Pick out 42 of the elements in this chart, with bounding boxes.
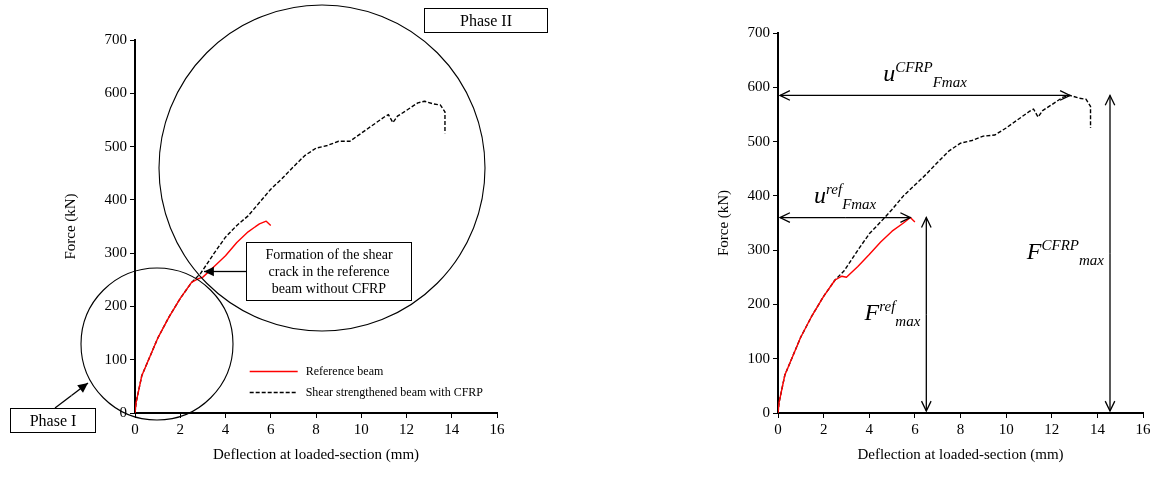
y-tick-label: 600 <box>104 84 127 101</box>
text: Phase I <box>10 408 96 433</box>
y-tick-label: 700 <box>104 30 127 47</box>
x-tick-label: 10 <box>353 420 369 437</box>
x-axis-title: Deflection at loaded-section (mm) <box>212 445 420 463</box>
y-tick-label: 0 <box>762 403 770 420</box>
x-tick-label: 14 <box>444 420 460 437</box>
y-tick-label: 600 <box>747 78 770 95</box>
x-tick-label: 12 <box>1044 420 1060 437</box>
y-tick-label: 200 <box>104 297 127 314</box>
y-tick-label: 700 <box>747 23 770 40</box>
x-axis-title: Deflection at loaded-section (mm) <box>857 445 1064 463</box>
y-tick-label: 100 <box>104 350 127 367</box>
x-tick-label: 4 <box>865 420 874 437</box>
y-tick-label: 400 <box>104 190 127 207</box>
legend-label: Shear strengthened beam with CFRP <box>305 384 484 399</box>
x-tick-label: 10 <box>998 420 1014 437</box>
x-tick-label: 8 <box>956 420 965 437</box>
y-tick-label: 100 <box>747 349 770 366</box>
x-tick-label: 16 <box>489 420 505 437</box>
y-tick-label: 500 <box>104 137 127 154</box>
x-tick-label: 6 <box>911 420 920 437</box>
x-tick-label: 2 <box>176 420 184 437</box>
y-tick-label: 200 <box>747 295 770 312</box>
x-tick-label: 16 <box>1135 420 1151 437</box>
x-tick-label: 14 <box>1089 420 1106 437</box>
y-axis-title: Force (kN) <box>714 189 732 257</box>
x-tick-label: 0 <box>774 420 782 437</box>
text: Phase II <box>424 8 548 33</box>
y-tick-label: 400 <box>747 186 770 203</box>
y-tick-label: 300 <box>747 241 770 258</box>
x-tick-label: 4 <box>221 420 230 437</box>
legend-label: Reference beam <box>305 363 384 378</box>
x-tick-label: 0 <box>131 420 139 437</box>
y-tick-label: 500 <box>747 132 770 149</box>
y-axis-title: Force (kN) <box>61 193 79 260</box>
x-tick-label: 6 <box>267 420 275 437</box>
annotation: Formation of the shear crack in the reference beam without CFRP <box>246 242 412 301</box>
x-tick-label: 2 <box>819 420 828 437</box>
x-tick-label: 12 <box>399 420 414 437</box>
x-tick-label: 8 <box>312 420 320 437</box>
y-tick-label: 300 <box>104 244 127 261</box>
